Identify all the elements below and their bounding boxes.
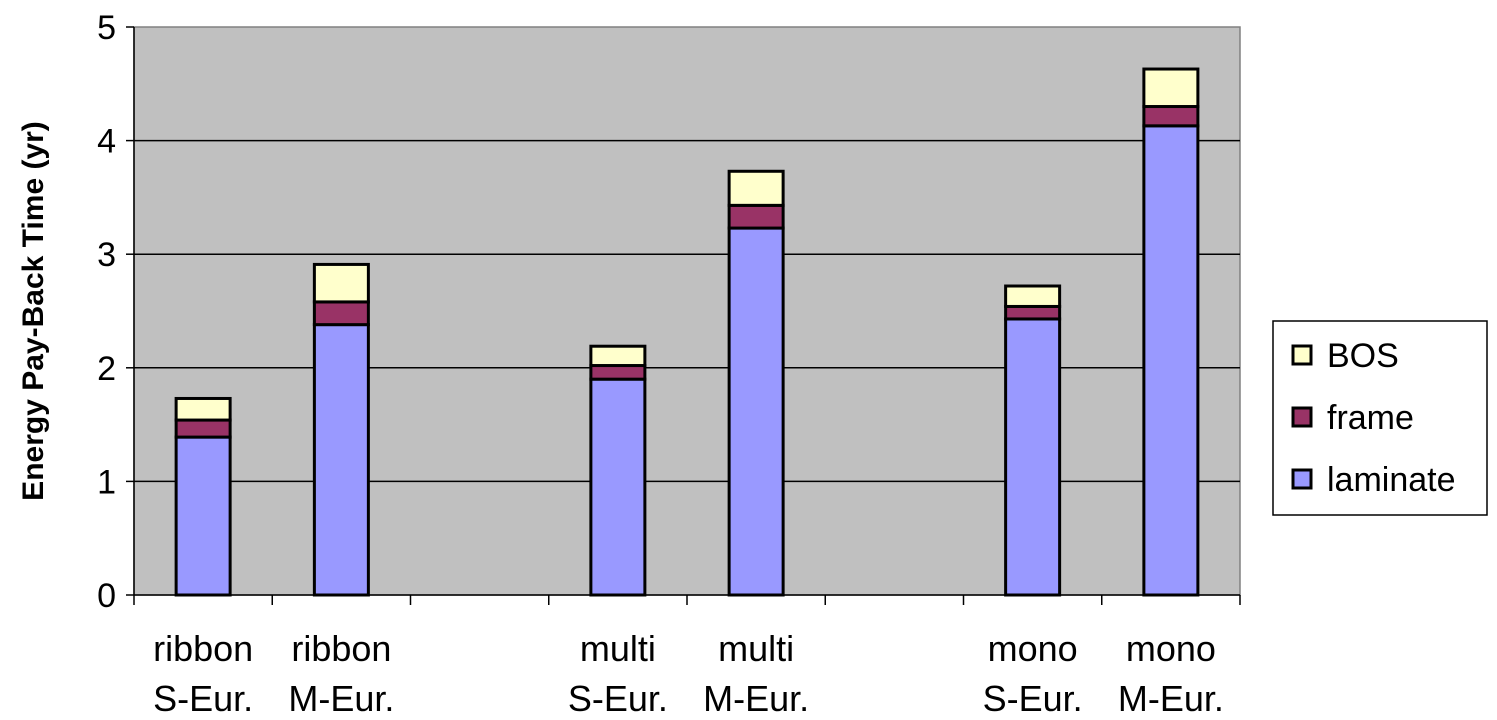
- plot-area: [133, 26, 1241, 596]
- bar-laminate-1: [312, 323, 370, 597]
- legend-swatch-BOS: [1291, 344, 1313, 366]
- bar-frame-5: [1142, 105, 1200, 128]
- category-label-line1: ribbon: [291, 628, 391, 669]
- bar-BOS-4: [1004, 284, 1062, 308]
- bar-frame-1: [312, 300, 370, 327]
- bar-BOS-1: [312, 262, 370, 304]
- bar-BOS-5: [1142, 67, 1200, 109]
- category-label-line2: S-Eur.: [568, 678, 668, 719]
- legend-label-frame: frame: [1327, 399, 1414, 437]
- legend: BOS frame laminate: [1272, 320, 1488, 516]
- category-label-line1: mono: [988, 628, 1078, 669]
- y-axis-label: Energy Pay-Back Time (yr): [17, 121, 50, 501]
- y-tick-label: 4: [97, 123, 116, 161]
- category-label-line1: multi: [718, 628, 794, 669]
- category-label-line2: S-Eur.: [983, 678, 1083, 719]
- x-axis-labels: ribbon S-Eur. ribbon M-Eur. multi S-Eur. multi…: [153, 628, 1224, 719]
- bar-laminate-0: [174, 435, 232, 597]
- bar-BOS-0: [174, 396, 232, 422]
- category-label-line2: S-Eur.: [153, 678, 253, 719]
- bar-laminate-5: [1142, 124, 1200, 597]
- legend-swatch-frame: [1291, 406, 1313, 428]
- y-tick-label: 0: [97, 577, 116, 615]
- legend-swatch-laminate: [1291, 468, 1313, 490]
- axes: [133, 27, 1241, 605]
- bar-BOS-2: [589, 344, 647, 368]
- y-tick-label: 1: [97, 463, 116, 501]
- bar-frame-2: [589, 364, 647, 381]
- legend-label-laminate: laminate: [1327, 461, 1456, 499]
- bar-frame-4: [1004, 304, 1062, 321]
- category-label-line2: M-Eur.: [703, 678, 809, 719]
- category-label-line2: M-Eur.: [1118, 678, 1224, 719]
- bar-frame-0: [174, 418, 232, 439]
- category-label-line1: multi: [580, 628, 656, 669]
- bars: [174, 67, 1200, 597]
- category-label-line1: mono: [1126, 628, 1216, 669]
- y-axis-ticks: 0 1 2 3 4 5: [97, 9, 134, 615]
- bar-laminate-4: [1004, 317, 1062, 597]
- legend-label-BOS: BOS: [1327, 337, 1399, 375]
- bar-frame-3: [727, 203, 785, 230]
- bar-BOS-3: [727, 169, 785, 207]
- y-tick-label: 3: [97, 236, 116, 274]
- y-tick-label: 2: [97, 350, 116, 388]
- category-label-line2: M-Eur.: [288, 678, 394, 719]
- y-tick-label: 5: [97, 9, 116, 47]
- bar-laminate-3: [727, 226, 785, 597]
- bar-laminate-2: [589, 377, 647, 597]
- category-label-line1: ribbon: [153, 628, 253, 669]
